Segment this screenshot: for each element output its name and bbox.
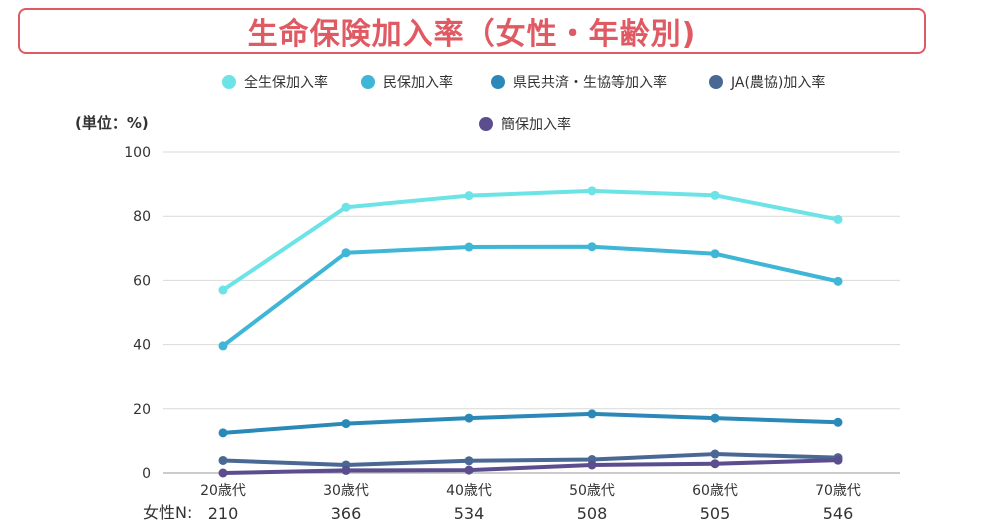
unit-label: (単位：%) <box>75 114 149 132</box>
data-point <box>710 249 720 259</box>
y-tick-label: 40 <box>133 338 151 354</box>
sample-sizes: 210 366 534 508 505 546 <box>208 504 854 523</box>
legend-item: 全生保加入率 <box>222 74 328 91</box>
x-tick-label: 50歳代 <box>569 483 615 499</box>
data-point <box>341 202 351 212</box>
data-point <box>218 285 228 295</box>
y-tick-label: 80 <box>133 209 151 225</box>
legend-label: 県民共済・生協等加入率 <box>513 74 667 91</box>
legend-item: 県民共済・生協等加入率 <box>491 74 667 91</box>
x-tick-label: 60歳代 <box>692 483 738 499</box>
series-group <box>218 186 843 478</box>
legend-marker <box>361 75 375 89</box>
data-point <box>464 413 474 423</box>
legend-item: JA(農協)加入率 <box>709 74 825 91</box>
legend-label: 民保加入率 <box>383 74 453 91</box>
legend-marker <box>491 75 505 89</box>
legend-label: JA(農協)加入率 <box>730 74 825 91</box>
data-point <box>218 428 228 438</box>
y-tick-label: 0 <box>142 466 151 482</box>
series-2 <box>218 409 843 438</box>
data-point <box>710 413 720 423</box>
series-line <box>221 188 840 293</box>
data-point <box>218 341 228 351</box>
data-point <box>464 456 474 466</box>
sample-size-value: 534 <box>454 504 485 523</box>
series-line <box>221 244 840 348</box>
legend-marker <box>709 75 723 89</box>
series-0 <box>218 186 843 295</box>
sample-size-value: 505 <box>700 504 731 523</box>
data-point <box>833 214 843 224</box>
series-4 <box>218 455 843 478</box>
legend-marker <box>479 117 493 131</box>
sample-size-value: 210 <box>208 504 239 523</box>
n-label: 女性N: <box>143 503 192 522</box>
sample-size-value: 546 <box>823 504 854 523</box>
data-point <box>710 459 720 469</box>
y-tick-label: 100 <box>124 145 151 161</box>
data-point <box>587 186 597 196</box>
title-box: 生命保険加入率（女性・年齢別) <box>18 8 926 54</box>
data-point <box>218 455 228 465</box>
legend-label: 簡保加入率 <box>501 116 571 133</box>
legend-item: 民保加入率 <box>361 74 453 91</box>
data-point <box>710 449 720 459</box>
x-tick-label: 30歳代 <box>323 483 369 499</box>
sample-size-value: 366 <box>331 504 362 523</box>
data-point <box>464 242 474 252</box>
data-point <box>464 191 474 201</box>
y-tick-label: 20 <box>133 402 151 418</box>
series-1 <box>218 242 843 351</box>
legend-marker <box>222 75 236 89</box>
series-line <box>221 452 840 467</box>
data-point <box>833 276 843 286</box>
legend-item: 簡保加入率 <box>479 116 571 133</box>
sample-size-value: 508 <box>577 504 608 523</box>
data-point <box>587 460 597 470</box>
data-point <box>587 242 597 252</box>
data-point <box>710 190 720 200</box>
data-point <box>218 468 228 478</box>
y-axis: 0 20 40 60 80 100 <box>124 145 151 482</box>
x-axis: 20歳代 30歳代 40歳代 50歳代 60歳代 70歳代 <box>200 483 861 499</box>
y-tick-label: 60 <box>133 273 151 289</box>
data-point <box>587 409 597 419</box>
data-point <box>833 455 843 465</box>
data-point <box>341 419 351 429</box>
x-tick-label: 40歳代 <box>446 483 492 499</box>
x-tick-label: 20歳代 <box>200 483 246 499</box>
series-line <box>221 458 840 475</box>
legend-label: 全生保加入率 <box>244 74 328 91</box>
chart-title: 生命保険加入率（女性・年齢別) <box>247 17 697 52</box>
grid <box>163 151 900 474</box>
series-line <box>221 411 840 435</box>
data-point <box>341 465 351 475</box>
data-point <box>341 248 351 258</box>
data-point <box>833 417 843 427</box>
data-point <box>464 465 474 475</box>
x-tick-label: 70歳代 <box>815 483 861 499</box>
